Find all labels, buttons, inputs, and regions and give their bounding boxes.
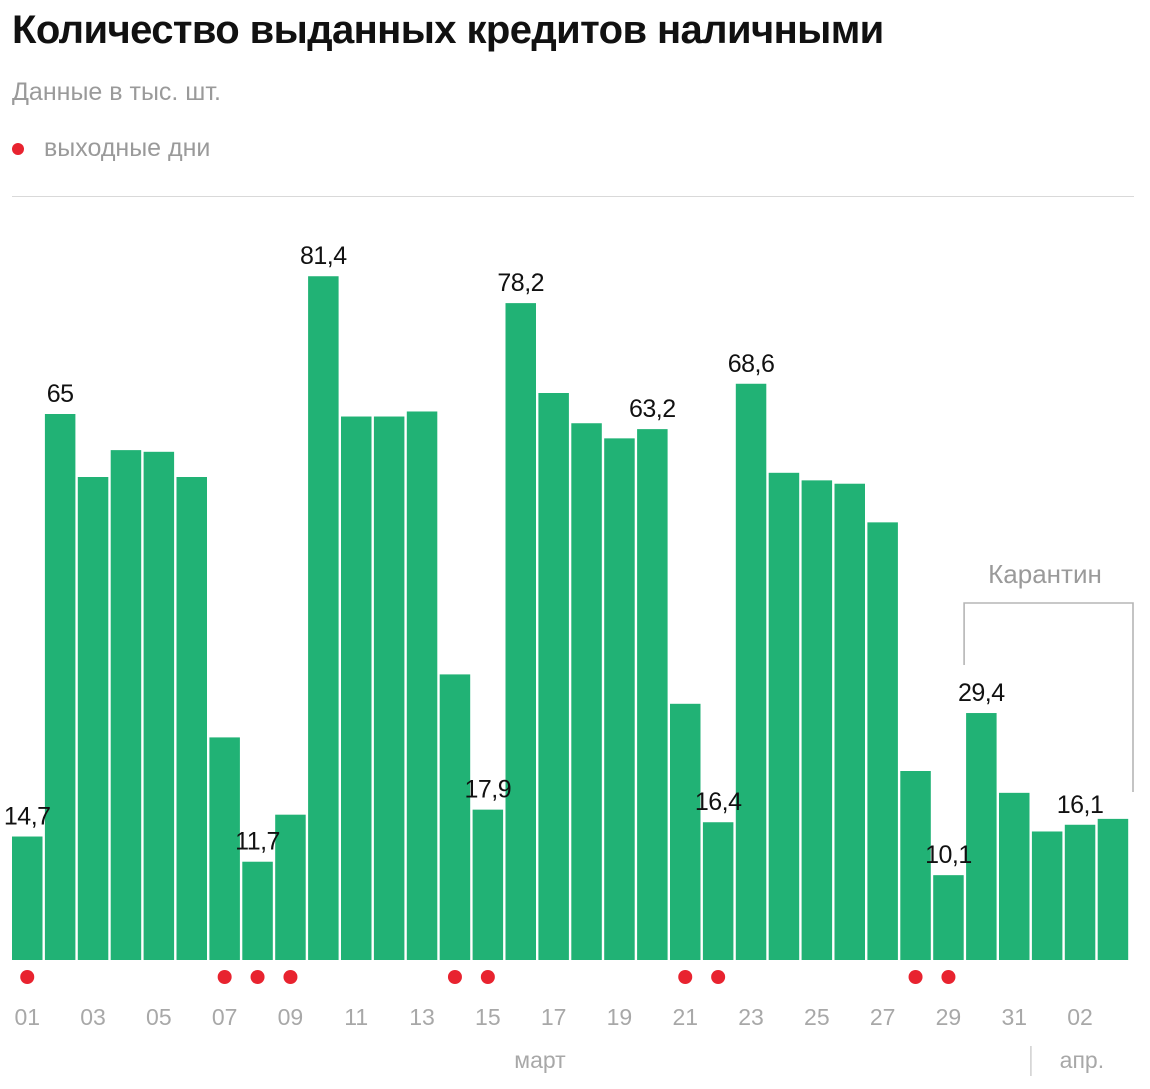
x-tick-label: 17 — [541, 1004, 567, 1030]
bar-23 — [735, 383, 767, 960]
bar-19 — [604, 438, 635, 960]
bar-01 — [1031, 831, 1063, 960]
data-label: 29,4 — [958, 679, 1005, 707]
data-label: 63,2 — [629, 395, 676, 423]
month-label: март — [514, 1047, 566, 1073]
data-label: 81,4 — [300, 242, 347, 270]
bar-22 — [702, 822, 734, 960]
bar-16 — [505, 303, 536, 960]
bar-02 — [1064, 824, 1096, 960]
x-tick-label: 21 — [672, 1004, 698, 1030]
bar-09 — [275, 814, 306, 960]
month-label: апр. — [1060, 1047, 1104, 1073]
data-label: 11,7 — [235, 828, 280, 856]
weekend-dot — [678, 970, 693, 984]
data-label: 65 — [47, 380, 74, 408]
bar-05 — [143, 451, 175, 960]
weekend-dot — [480, 970, 495, 984]
weekend-dot — [908, 970, 923, 984]
bar-15 — [472, 809, 504, 960]
data-label: 16,4 — [695, 788, 742, 816]
bar-31 — [999, 792, 1030, 960]
weekend-dot — [283, 970, 298, 984]
bar-06 — [176, 477, 207, 960]
weekend-dot — [711, 970, 726, 984]
bar-07 — [209, 737, 240, 960]
weekend-dot — [941, 970, 956, 984]
x-tick-label: 01 — [14, 1004, 40, 1030]
weekend-dot — [250, 970, 265, 984]
x-tick-label: 05 — [146, 1004, 172, 1030]
x-tick-label: 25 — [804, 1004, 830, 1030]
weekend-dot — [447, 970, 462, 984]
bar-17 — [538, 393, 569, 960]
data-label: 78,2 — [497, 269, 544, 297]
x-tick-label: 11 — [344, 1004, 368, 1030]
quarantine-label: Карантин — [988, 559, 1102, 589]
data-label: 16,1 — [1057, 791, 1104, 819]
bar-02 — [44, 414, 76, 960]
x-tick-label: 09 — [278, 1004, 304, 1030]
data-label: 14,7 — [4, 803, 51, 831]
chart-title: Количество выданных кредитов наличными — [12, 8, 884, 52]
x-tick-label: 29 — [936, 1004, 962, 1030]
legend-label: выходные дни — [44, 134, 211, 162]
bar-01 — [12, 836, 43, 960]
x-tick-label: 15 — [475, 1004, 501, 1030]
bar-18 — [571, 423, 602, 960]
data-label: 68,6 — [728, 350, 775, 378]
header-divider — [12, 196, 1134, 197]
chart-subtitle: Данные в тыс. шт. — [12, 78, 221, 106]
bar-25 — [801, 480, 833, 960]
bar-14 — [439, 674, 471, 960]
quarantine-bracket — [963, 602, 1134, 792]
bar-20 — [637, 429, 668, 960]
x-tick-label: 03 — [80, 1004, 106, 1030]
data-label: 17,9 — [465, 776, 512, 804]
bar-08 — [242, 861, 273, 960]
x-tick-label: 13 — [409, 1004, 435, 1030]
x-tick-label: 19 — [607, 1004, 633, 1030]
x-tick-label: 27 — [870, 1004, 896, 1030]
bar-11 — [341, 416, 372, 960]
legend: выходные дни — [12, 134, 210, 163]
x-tick-label: 31 — [1001, 1004, 1027, 1030]
bar-03 — [1097, 818, 1129, 960]
data-label: 10,1 — [925, 841, 972, 869]
x-tick-label: 07 — [212, 1004, 238, 1030]
weekend-dot — [217, 970, 232, 984]
weekend-dot — [20, 970, 35, 984]
bar-04 — [110, 450, 142, 960]
bar-10 — [308, 276, 339, 960]
x-tick-label: 02 — [1067, 1004, 1093, 1030]
bar-29 — [933, 875, 964, 960]
bar-26 — [834, 483, 865, 960]
x-tick-label: 23 — [738, 1004, 764, 1030]
weekend-dot-icon — [12, 142, 24, 155]
bar-28 — [900, 771, 931, 960]
bar-24 — [768, 472, 800, 960]
bar-03 — [77, 477, 109, 960]
bar-30 — [966, 713, 997, 960]
bar-21 — [670, 703, 701, 960]
bar-12 — [373, 416, 405, 960]
bar-13 — [406, 411, 438, 961]
bar-27 — [867, 522, 898, 960]
